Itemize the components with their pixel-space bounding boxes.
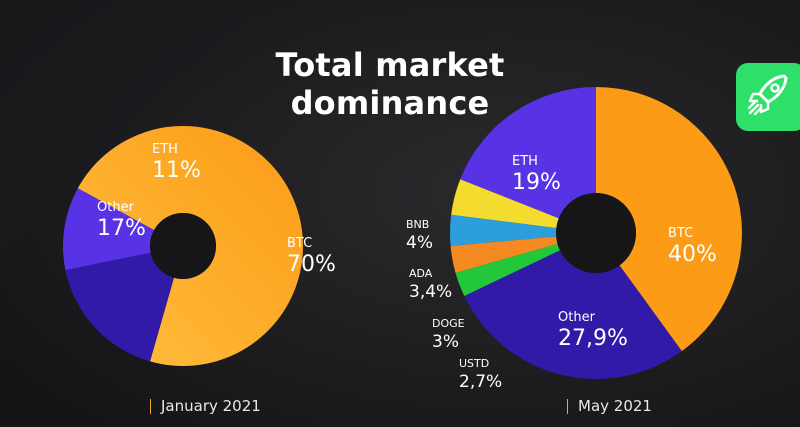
caption-may: May 2021	[567, 399, 652, 414]
slice-other	[464, 250, 682, 379]
label-value-ada: 3,4%	[409, 282, 452, 302]
label-value-btc: 70%	[287, 252, 336, 277]
slice-bnb	[451, 179, 559, 228]
label-name-bnb: BNB	[406, 218, 429, 231]
label-value-eth: 11%	[152, 158, 201, 183]
slice-eth	[460, 87, 596, 219]
chart-title: Total market dominance	[200, 46, 580, 122]
rocket-icon	[747, 74, 788, 116]
title-line-1: Total market	[275, 46, 505, 84]
title-line-2: dominance	[290, 84, 490, 122]
slice-eth	[63, 188, 155, 271]
slice-other	[65, 252, 174, 362]
rocket-badge[interactable]	[736, 63, 800, 131]
donut-hole	[556, 193, 636, 273]
label-name-eth: ETH	[512, 154, 538, 169]
slice-ada	[450, 214, 557, 246]
donut-hole	[150, 213, 216, 279]
slice-btc	[77, 126, 303, 367]
label-name-other: Other	[558, 310, 596, 325]
label-value-other: 17%	[97, 216, 146, 241]
label-name-eth: ETH	[152, 142, 178, 157]
slice-btc	[596, 87, 742, 352]
label-name-btc: BTC	[287, 236, 312, 251]
slice-ustd	[455, 243, 560, 296]
label-value-eth: 19%	[512, 170, 561, 195]
label-value-ustd: 2,7%	[459, 372, 502, 392]
label-name-ada: ADA	[409, 267, 433, 280]
label-value-doge: 3%	[432, 332, 459, 352]
caption-january: January 2021	[150, 399, 261, 414]
label-name-doge: DOGE	[432, 317, 465, 330]
label-value-btc: 40%	[668, 242, 717, 267]
label-name-other: Other	[97, 200, 135, 215]
label-name-ustd: USTD	[459, 357, 489, 370]
label-name-btc: BTC	[668, 226, 693, 241]
slice-doge	[450, 236, 558, 273]
label-value-other: 27,9%	[558, 326, 628, 351]
label-value-bnb: 4%	[406, 233, 433, 253]
